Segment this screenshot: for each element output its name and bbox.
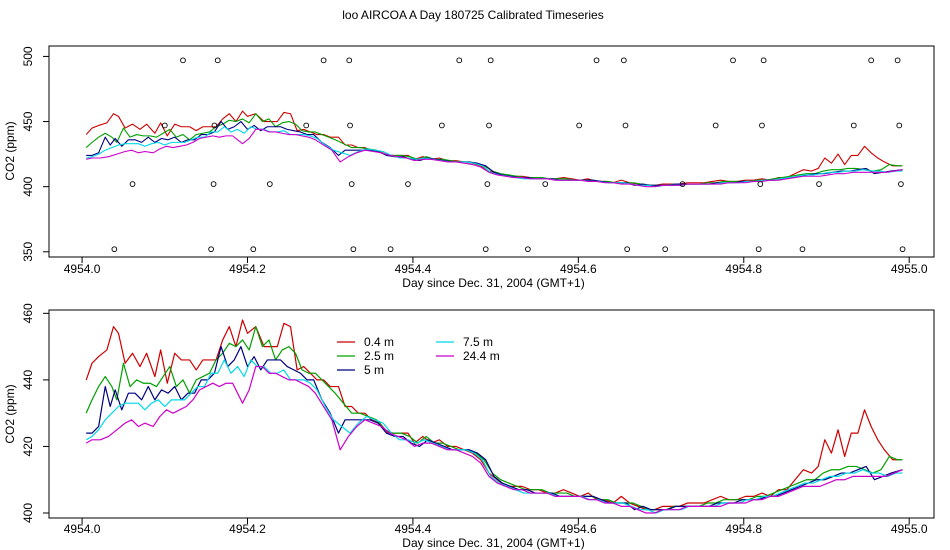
y-tick-label: 450 bbox=[21, 111, 35, 131]
calibration-point bbox=[320, 57, 327, 64]
plot-frame bbox=[48, 309, 935, 519]
y-tick-label: 420 bbox=[21, 436, 35, 456]
calibration-point bbox=[387, 246, 394, 253]
calibration-point bbox=[266, 181, 273, 187]
calibration-point bbox=[622, 122, 629, 129]
calibration-point bbox=[894, 57, 901, 64]
calibration-point bbox=[347, 122, 353, 129]
panels: 4954.0 4954.2 4954.4 4954.6 4954.8 4955.0 Day … bbox=[3, 45, 935, 550]
calibration-point bbox=[593, 57, 600, 64]
x-axis: 4954.0 4954.2 4954.4 4954.6 4954.8 4955.0 Day … bbox=[64, 257, 928, 290]
y-tick-label: 500 bbox=[21, 46, 35, 66]
calibration-point bbox=[755, 246, 762, 253]
series-line-24-4-m-m bbox=[85, 365, 903, 514]
y-axis-label: CO2 (ppm) bbox=[3, 384, 17, 443]
calibration-point bbox=[620, 57, 627, 64]
calibration-point bbox=[760, 57, 767, 64]
x-tick-label: 4954.6 bbox=[560, 262, 597, 276]
calibration-point bbox=[712, 122, 719, 129]
x-axis-label: Day since Dec. 31, 2004 (GMT+1) bbox=[402, 276, 584, 290]
calibration-point bbox=[679, 181, 686, 187]
calibration-point bbox=[214, 57, 221, 64]
panel-1: 4954.0 4954.2 4954.4 4954.6 4954.8 4955.0 Day … bbox=[3, 45, 935, 290]
x-tick-label: 4954.4 bbox=[395, 262, 432, 276]
series-line-7-5-m-m bbox=[85, 359, 903, 514]
legend: 0.4 m2.5 m5 m 7.5 m24.4 m bbox=[337, 335, 500, 377]
plot-frame bbox=[48, 45, 935, 258]
calibration-point bbox=[211, 122, 218, 129]
legend-label: 0.4 m bbox=[364, 335, 394, 349]
x-tick-label: 4954.0 bbox=[64, 522, 101, 536]
x-tick-label: 4954.8 bbox=[725, 522, 762, 536]
x-tick-label: 4954.0 bbox=[64, 262, 101, 276]
calibration-point bbox=[757, 181, 764, 187]
y-axis: 400 420 440 460 CO2 (ppm) bbox=[3, 303, 49, 523]
calibration-point bbox=[662, 246, 669, 253]
calibration-point bbox=[799, 246, 806, 253]
y-axis-label: CO2 (ppm) bbox=[3, 121, 17, 180]
x-tick-label: 4954.8 bbox=[725, 262, 762, 276]
series-line bbox=[86, 128, 903, 188]
calibration-point bbox=[456, 57, 463, 64]
legend-label: 5 m bbox=[364, 363, 384, 377]
calibration-point bbox=[210, 181, 217, 187]
calibration-point bbox=[487, 57, 494, 64]
x-tick-label: 4954.2 bbox=[229, 522, 266, 536]
calibration-point bbox=[346, 57, 353, 64]
calibration-point bbox=[730, 57, 736, 64]
legend-label: 7.5 m bbox=[463, 335, 493, 349]
legend-label: 2.5 m bbox=[364, 349, 394, 363]
y-tick-label: 350 bbox=[21, 241, 35, 261]
x-tick-label: 4955.0 bbox=[891, 522, 928, 536]
calibration-point bbox=[482, 246, 489, 253]
calibration-point bbox=[542, 181, 549, 187]
calibration-point bbox=[161, 122, 168, 129]
calibration-point bbox=[180, 57, 186, 64]
calibration-point bbox=[250, 246, 257, 253]
chart-title: loo AIRCOA A Day 180725 Calibrated Times… bbox=[342, 8, 603, 22]
y-tick-label: 400 bbox=[21, 503, 35, 523]
calibration-point bbox=[405, 181, 411, 187]
calibration-point bbox=[576, 122, 583, 129]
calibration-point bbox=[759, 122, 765, 129]
calibration-point bbox=[348, 181, 355, 187]
calibration-point bbox=[816, 181, 822, 187]
x-tick-label: 4955.0 bbox=[891, 262, 928, 276]
calibration-point bbox=[896, 122, 903, 129]
calibration-point bbox=[624, 246, 630, 253]
calibration-point bbox=[850, 122, 857, 129]
y-axis: 350 400 450 500 CO2 (ppm) bbox=[3, 46, 49, 262]
calibration-point bbox=[898, 181, 904, 187]
calibration-point bbox=[486, 122, 492, 129]
y-tick-label: 460 bbox=[21, 303, 35, 323]
calibration-point bbox=[303, 122, 310, 129]
calibration-point bbox=[129, 181, 136, 187]
calibration-point bbox=[525, 246, 531, 253]
calibration-point bbox=[868, 57, 874, 64]
legend-label: 24.4 m bbox=[463, 349, 500, 363]
calibration-points bbox=[111, 57, 906, 253]
calibration-point bbox=[484, 181, 491, 187]
x-tick-label: 4954.4 bbox=[395, 522, 432, 536]
series-group bbox=[85, 110, 903, 188]
x-axis: 4954.0 4954.2 4954.4 4954.6 4954.8 4955.0 Day … bbox=[64, 518, 928, 550]
series-group bbox=[85, 319, 903, 514]
x-tick-label: 4954.2 bbox=[229, 262, 266, 276]
x-tick-label: 4954.6 bbox=[560, 522, 597, 536]
y-tick-label: 440 bbox=[21, 370, 35, 390]
calibration-point bbox=[111, 246, 118, 253]
calibration-point bbox=[899, 246, 906, 253]
calibration-point bbox=[208, 246, 214, 253]
y-tick-label: 400 bbox=[21, 176, 35, 196]
panel-2: 4954.0 4954.2 4954.4 4954.6 4954.8 4955.0 Day … bbox=[3, 303, 935, 550]
calibration-point bbox=[439, 122, 445, 129]
x-axis-label: Day since Dec. 31, 2004 (GMT+1) bbox=[402, 536, 584, 550]
calibration-point bbox=[350, 246, 357, 253]
